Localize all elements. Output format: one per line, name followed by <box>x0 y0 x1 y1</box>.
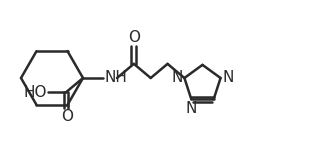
Text: N: N <box>171 71 182 86</box>
Text: N: N <box>186 101 197 116</box>
Text: N: N <box>223 71 234 86</box>
Text: O: O <box>61 109 73 124</box>
Text: NH: NH <box>104 69 127 85</box>
Text: HO: HO <box>24 85 47 100</box>
Text: O: O <box>128 30 140 45</box>
